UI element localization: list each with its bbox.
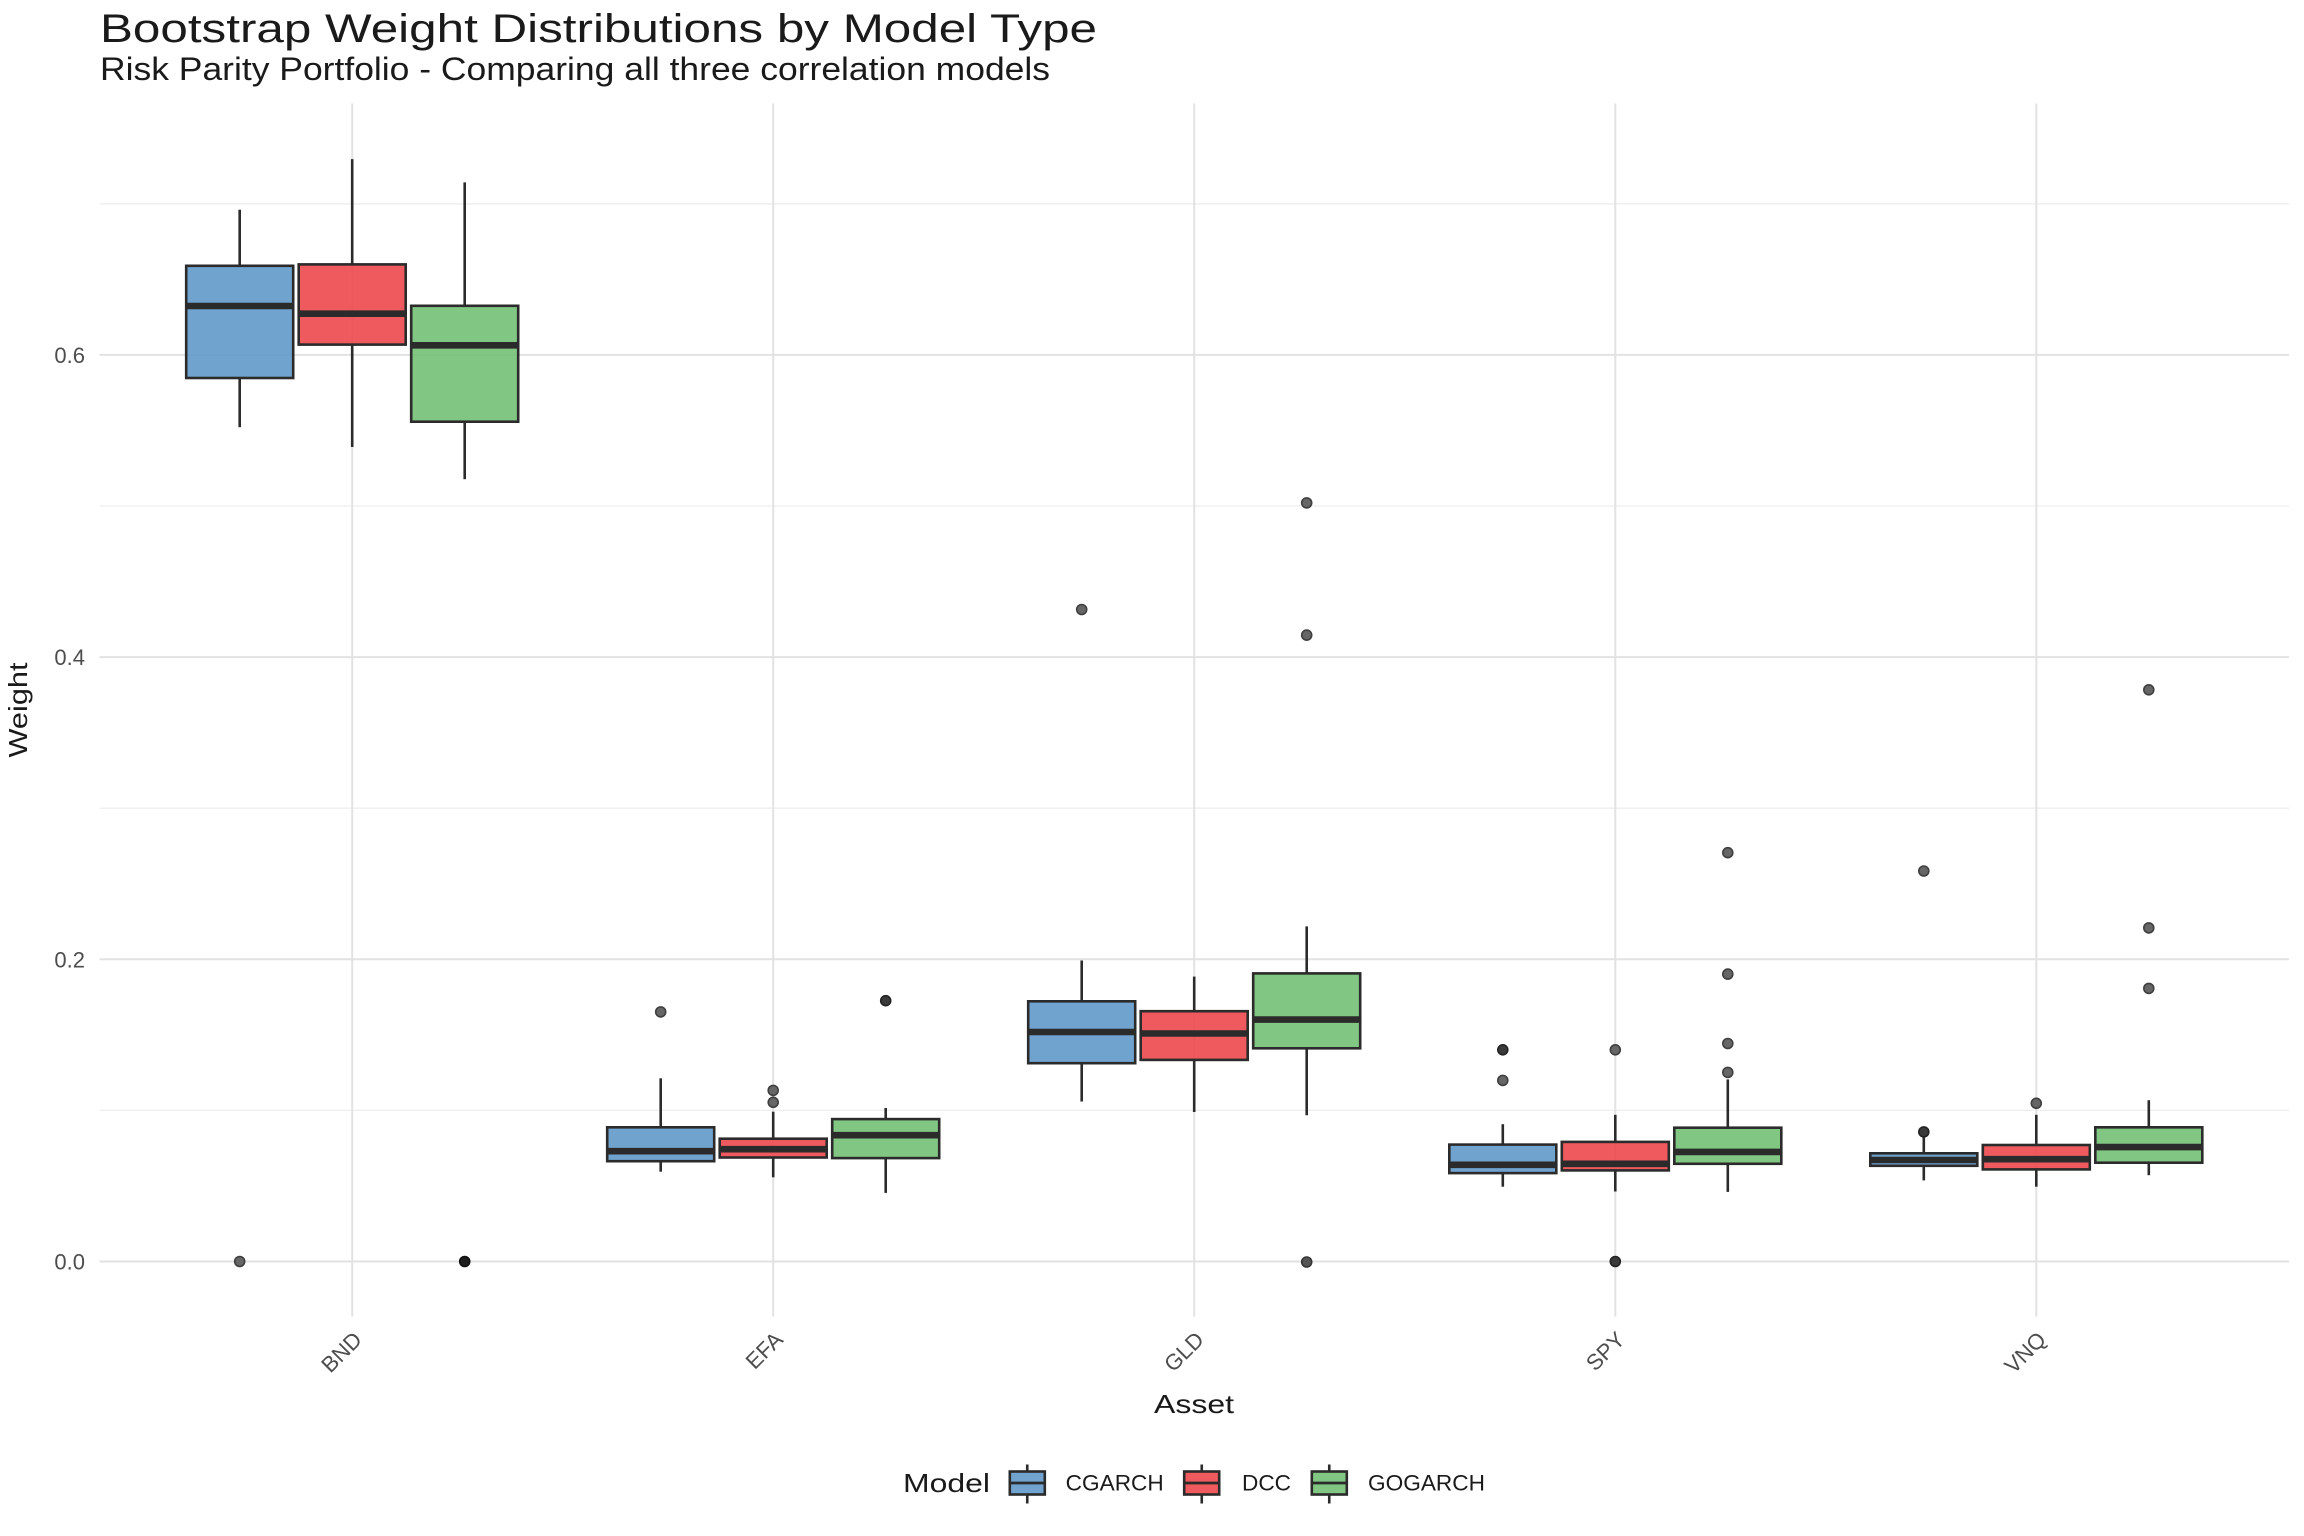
svg-text:Weight: Weight (3, 662, 33, 758)
svg-text:GOGARCH: GOGARCH (1368, 1471, 1485, 1496)
svg-text:CGARCH: CGARCH (1066, 1471, 1164, 1496)
svg-text:0.4: 0.4 (54, 645, 85, 670)
svg-text:DCC: DCC (1242, 1471, 1291, 1496)
svg-text:Bootstrap Weight Distributions: Bootstrap Weight Distributions by Model … (100, 7, 1097, 51)
svg-text:Risk Parity Portfolio - Compar: Risk Parity Portfolio - Comparing all th… (100, 51, 1050, 87)
svg-text:Model: Model (903, 1468, 990, 1498)
svg-text:0.0: 0.0 (54, 1250, 85, 1275)
svg-text:0.2: 0.2 (54, 947, 85, 972)
svg-text:0.6: 0.6 (54, 343, 85, 368)
svg-text:Asset: Asset (1154, 1389, 1235, 1419)
